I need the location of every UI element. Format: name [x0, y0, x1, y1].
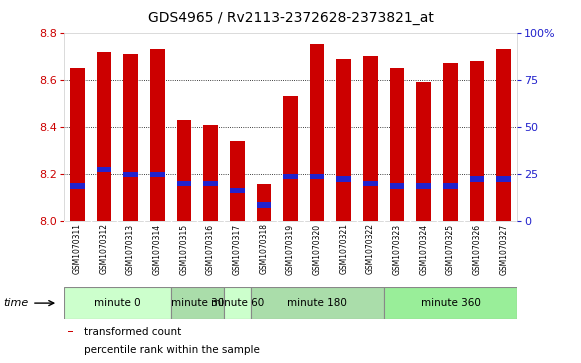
- Text: minute 0: minute 0: [94, 298, 141, 308]
- Text: minute 180: minute 180: [287, 298, 347, 308]
- Bar: [310, 45, 325, 221]
- Text: GSM1070317: GSM1070317: [232, 223, 242, 274]
- Bar: [417, 82, 431, 221]
- Bar: [177, 181, 191, 186]
- Bar: [69, 331, 73, 332]
- Bar: [256, 202, 271, 208]
- Bar: [203, 125, 218, 221]
- Bar: [224, 287, 250, 319]
- Bar: [256, 184, 271, 221]
- Bar: [470, 176, 485, 182]
- Text: minute 360: minute 360: [421, 298, 480, 308]
- Bar: [230, 141, 245, 221]
- Bar: [123, 172, 138, 177]
- Text: GSM1070325: GSM1070325: [446, 223, 455, 274]
- Bar: [496, 49, 511, 221]
- Bar: [470, 61, 485, 221]
- Text: GSM1070313: GSM1070313: [126, 223, 135, 274]
- Text: GSM1070312: GSM1070312: [99, 223, 109, 274]
- Text: GSM1070319: GSM1070319: [286, 223, 295, 274]
- Bar: [363, 56, 378, 221]
- Text: GSM1070321: GSM1070321: [339, 223, 349, 274]
- Text: GSM1070311: GSM1070311: [73, 223, 82, 274]
- Text: GSM1070316: GSM1070316: [206, 223, 215, 274]
- Text: GDS4965 / Rv2113-2372628-2373821_at: GDS4965 / Rv2113-2372628-2373821_at: [148, 11, 433, 25]
- Bar: [177, 120, 191, 221]
- Bar: [283, 97, 298, 221]
- Text: minute 60: minute 60: [210, 298, 264, 308]
- Bar: [250, 287, 384, 319]
- Text: GSM1070320: GSM1070320: [313, 223, 322, 274]
- Text: GSM1070318: GSM1070318: [259, 223, 268, 274]
- Bar: [363, 181, 378, 186]
- Bar: [390, 68, 404, 221]
- Bar: [443, 64, 458, 221]
- Text: GSM1070322: GSM1070322: [366, 223, 375, 274]
- Bar: [150, 49, 164, 221]
- Bar: [336, 176, 351, 182]
- Bar: [70, 183, 85, 189]
- Text: GSM1070326: GSM1070326: [472, 223, 482, 274]
- Bar: [96, 167, 111, 172]
- Text: GSM1070327: GSM1070327: [499, 223, 508, 274]
- Text: GSM1070323: GSM1070323: [393, 223, 401, 274]
- Bar: [417, 183, 431, 189]
- Bar: [96, 52, 111, 221]
- Bar: [70, 68, 85, 221]
- Bar: [496, 176, 511, 182]
- Bar: [203, 181, 218, 186]
- Text: GSM1070314: GSM1070314: [153, 223, 162, 274]
- Bar: [384, 287, 517, 319]
- Bar: [123, 54, 138, 221]
- Bar: [283, 174, 298, 179]
- Bar: [390, 183, 404, 189]
- Text: time: time: [3, 298, 28, 308]
- Bar: [171, 287, 224, 319]
- Text: transformed count: transformed count: [84, 327, 181, 337]
- Bar: [310, 174, 325, 179]
- Bar: [336, 59, 351, 221]
- Text: GSM1070315: GSM1070315: [180, 223, 188, 274]
- Bar: [64, 287, 171, 319]
- Bar: [443, 183, 458, 189]
- Text: minute 30: minute 30: [171, 298, 224, 308]
- Text: percentile rank within the sample: percentile rank within the sample: [84, 345, 260, 355]
- Bar: [150, 172, 164, 177]
- Text: GSM1070324: GSM1070324: [419, 223, 428, 274]
- Bar: [230, 188, 245, 193]
